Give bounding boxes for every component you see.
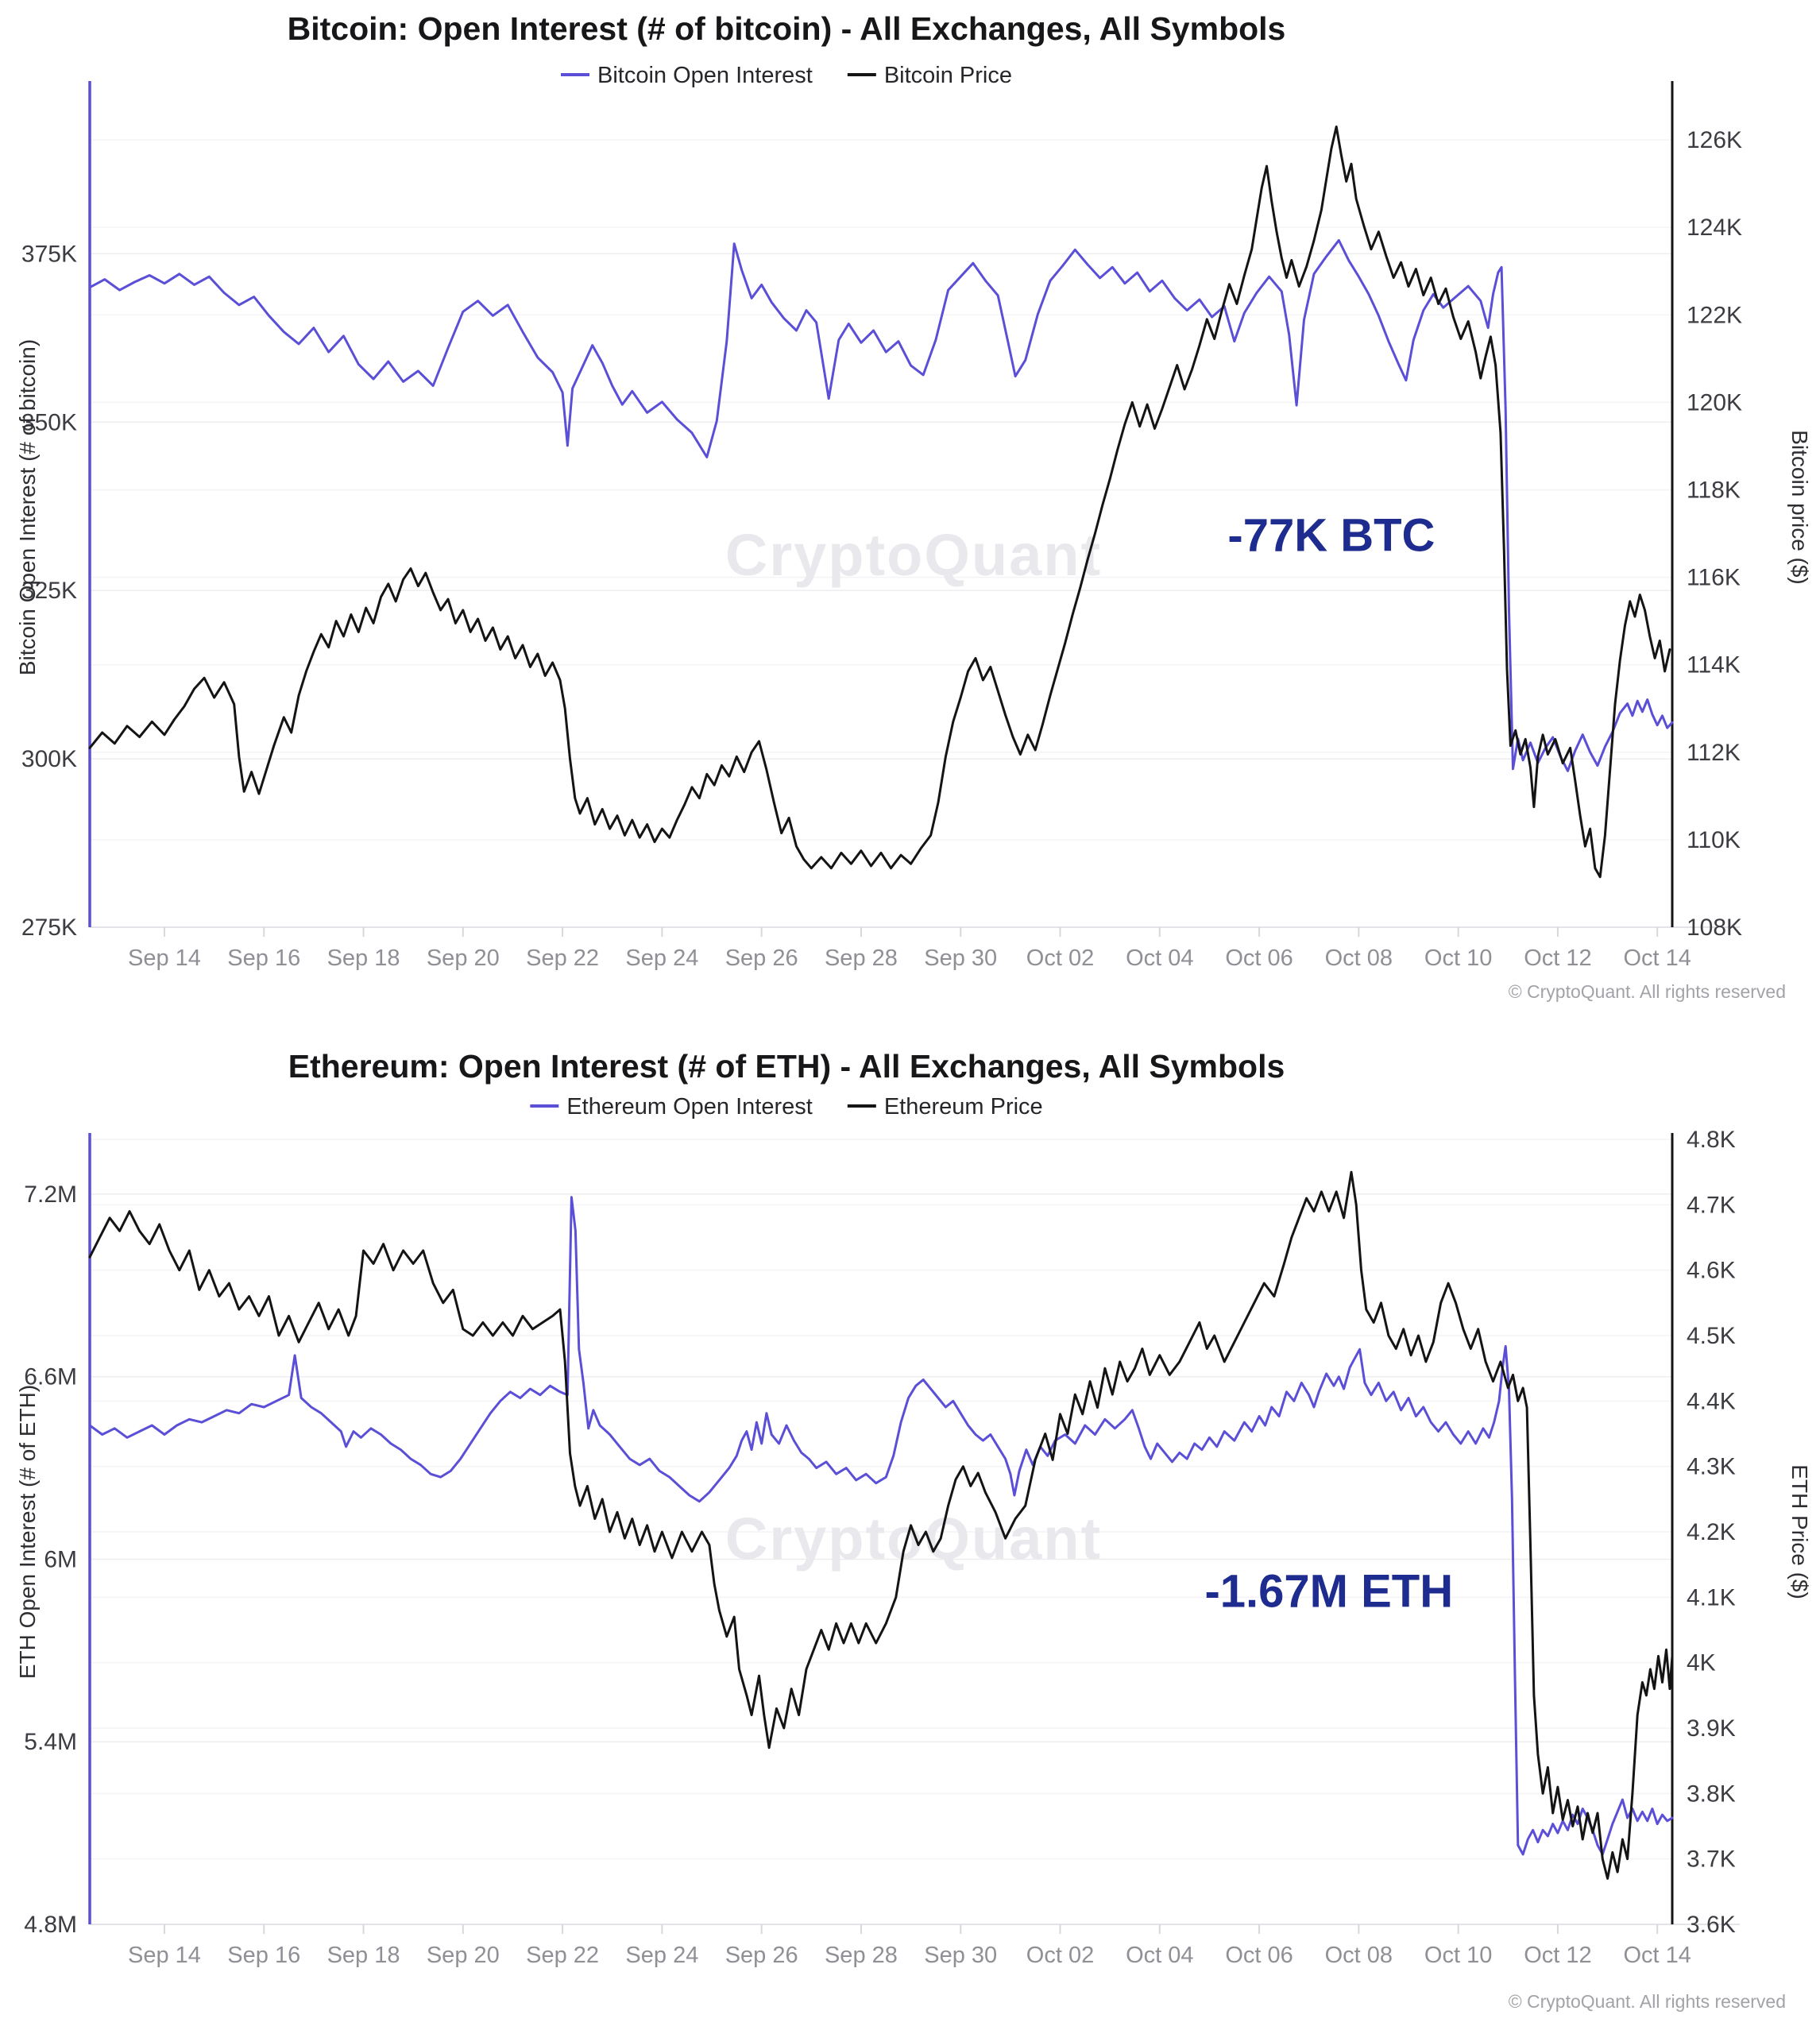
left-axis-tick-label: 6.6M: [24, 1364, 77, 1390]
ethereum-chart-section: CryptoQuant Sep 14 Sep 16 Sep 18 Sep 20 Sep 2…: [0, 1017, 1820, 2034]
x-axis-label: Oct 06: [1225, 945, 1293, 971]
chart-title: Bitcoin: Open Interest (# of bitcoin) - …: [288, 10, 1286, 47]
x-axis-label: Sep 26: [725, 1943, 798, 1968]
x-axis-label: Sep 28: [825, 945, 898, 971]
ethereum-open-interest-line: [88, 1196, 1674, 1856]
x-axis-label: Sep 30: [924, 945, 997, 971]
right-axis-tick-label: 120K: [1687, 389, 1742, 416]
left-axis-tick-label: 375K: [21, 241, 77, 267]
left-axis-title: Bitcoin Open Interest (# of bitcoin): [15, 339, 40, 675]
x-axis-label: Sep 14: [128, 945, 201, 971]
right-axis-tick-label: 4K: [1687, 1650, 1716, 1676]
right-axis-tick-label: 122K: [1687, 302, 1742, 328]
x-axis-label: Sep 24: [625, 1943, 698, 1968]
right-axis-tick-label: 4.7K: [1687, 1192, 1736, 1218]
legend-label: Bitcoin Price: [884, 63, 1012, 88]
x-axis-label: Sep 22: [526, 1943, 599, 1968]
legend-label: Bitcoin Open Interest: [597, 63, 813, 88]
right-axis-tick-label: 4.6K: [1687, 1258, 1736, 1284]
annotation-label: -77K BTC: [1227, 510, 1435, 562]
x-axis-label: Oct 12: [1524, 1943, 1591, 1968]
chart-legend: Bitcoin Open Interest Bitcoin Price: [561, 63, 1012, 88]
left-axis-tick-label: 325K: [21, 578, 77, 604]
chart-title: Ethereum: Open Interest (# of ETH) - All…: [288, 1048, 1285, 1085]
cryptoquant-watermark: CryptoQuant: [725, 522, 1102, 588]
ethereum-price-line: [88, 1170, 1674, 1880]
right-axis-tick-label: 4.4K: [1687, 1388, 1736, 1414]
right-axis-tick-label: 112K: [1687, 740, 1741, 766]
x-axis-label: Oct 14: [1623, 945, 1691, 971]
left-axis-tick-label: 4.8M: [24, 1912, 77, 1938]
x-axis-label: Oct 14: [1623, 1943, 1691, 1968]
left-axis-tick-label: 6M: [44, 1546, 77, 1572]
right-axis-tick-label: 4.1K: [1687, 1584, 1736, 1611]
x-axis-label: Oct 06: [1225, 1943, 1293, 1968]
left-axis-title: ETH Open Interest (# of ETH): [15, 1385, 40, 1679]
x-axis-label: Oct 02: [1026, 1943, 1094, 1968]
annotation-label: -1.67M ETH: [1204, 1566, 1453, 1618]
left-axis-tick-label: 5.4M: [24, 1729, 77, 1755]
legend-label: Ethereum Open Interest: [566, 1094, 813, 1119]
right-axis-tick-label: 116K: [1687, 565, 1741, 591]
right-axis-tick-label: 3.8K: [1687, 1781, 1736, 1807]
x-axis-label: Oct 08: [1325, 945, 1393, 971]
right-axis-tick-label: 4.3K: [1687, 1454, 1736, 1480]
x-axis-label: Sep 30: [924, 1943, 997, 1968]
x-axis-label: Sep 22: [526, 945, 599, 971]
x-axis-label: Sep 24: [625, 945, 698, 971]
x-axis-label: Oct 04: [1126, 1943, 1193, 1968]
bitcoin-price-line: [88, 126, 1671, 879]
x-axis-label: Oct 10: [1424, 1943, 1492, 1968]
right-axis-tick-label: 3.9K: [1687, 1715, 1736, 1742]
left-axis-tick-label: 300K: [21, 746, 77, 772]
right-axis-tick-label: 4.8K: [1687, 1127, 1736, 1153]
x-axis-label: Oct 02: [1026, 945, 1094, 971]
x-axis-label: Sep 20: [427, 945, 500, 971]
left-axis-tick-label: 275K: [21, 915, 77, 941]
right-axis-tick-label: 126K: [1687, 127, 1742, 153]
bitcoin-open-interest-line: [88, 238, 1674, 772]
x-axis-label: Oct 08: [1325, 1943, 1393, 1968]
ethereum-open-interest-chart: CryptoQuant Sep 14 Sep 16 Sep 18 Sep 20 Sep 2…: [15, 1048, 1812, 2012]
right-axis-tick-label: 114K: [1687, 652, 1741, 679]
copyright-notice: © CryptoQuant. All rights reserved: [1509, 981, 1786, 1002]
right-axis-title: ETH Price ($): [1787, 1464, 1812, 1599]
right-axis-title: Bitcoin price ($): [1787, 430, 1812, 585]
x-axis-label: Oct 04: [1126, 945, 1193, 971]
right-axis-tick-label: 4.2K: [1687, 1519, 1736, 1545]
x-axis-label: Sep 18: [327, 945, 400, 971]
right-axis-tick-label: 108K: [1687, 915, 1742, 941]
left-axis-tick-label: 7.2M: [24, 1181, 77, 1208]
x-axis-label: Sep 28: [825, 1943, 898, 1968]
x-axis-label: Sep 16: [227, 945, 300, 971]
right-axis-tick-label: 124K: [1687, 215, 1742, 241]
x-axis-label: Sep 14: [128, 1943, 201, 1968]
x-axis-label: Oct 12: [1524, 945, 1591, 971]
left-axis-tick-label: 350K: [21, 409, 77, 435]
right-axis-tick-label: 3.6K: [1687, 1912, 1736, 1938]
right-axis-tick-label: 4.5K: [1687, 1323, 1736, 1349]
copyright-notice: © CryptoQuant. All rights reserved: [1509, 1991, 1786, 2012]
legend-label: Ethereum Price: [884, 1094, 1043, 1119]
cryptoquant-watermark: CryptoQuant: [725, 1506, 1102, 1572]
bitcoin-chart-section: CryptoQuant Sep 14 Sep 16 Sep 18 Sep 20 Sep 2…: [15, 10, 1812, 1002]
x-axis-label: Sep 20: [427, 1943, 500, 1968]
x-axis-label: Oct 10: [1424, 945, 1492, 971]
x-axis-label: Sep 18: [327, 1943, 400, 1968]
right-axis-tick-label: 3.7K: [1687, 1846, 1736, 1873]
right-axis-tick-label: 110K: [1687, 827, 1741, 853]
bitcoin-open-interest-chart: CryptoQuant Sep 14 Sep 16 Sep 18 Sep 20 Sep 2…: [15, 10, 1812, 1002]
right-axis-tick-label: 118K: [1687, 477, 1741, 503]
x-axis-label: Sep 26: [725, 945, 798, 971]
x-axis-label: Sep 16: [227, 1943, 300, 1968]
chart-legend: Ethereum Open Interest Ethereum Price: [530, 1094, 1043, 1119]
